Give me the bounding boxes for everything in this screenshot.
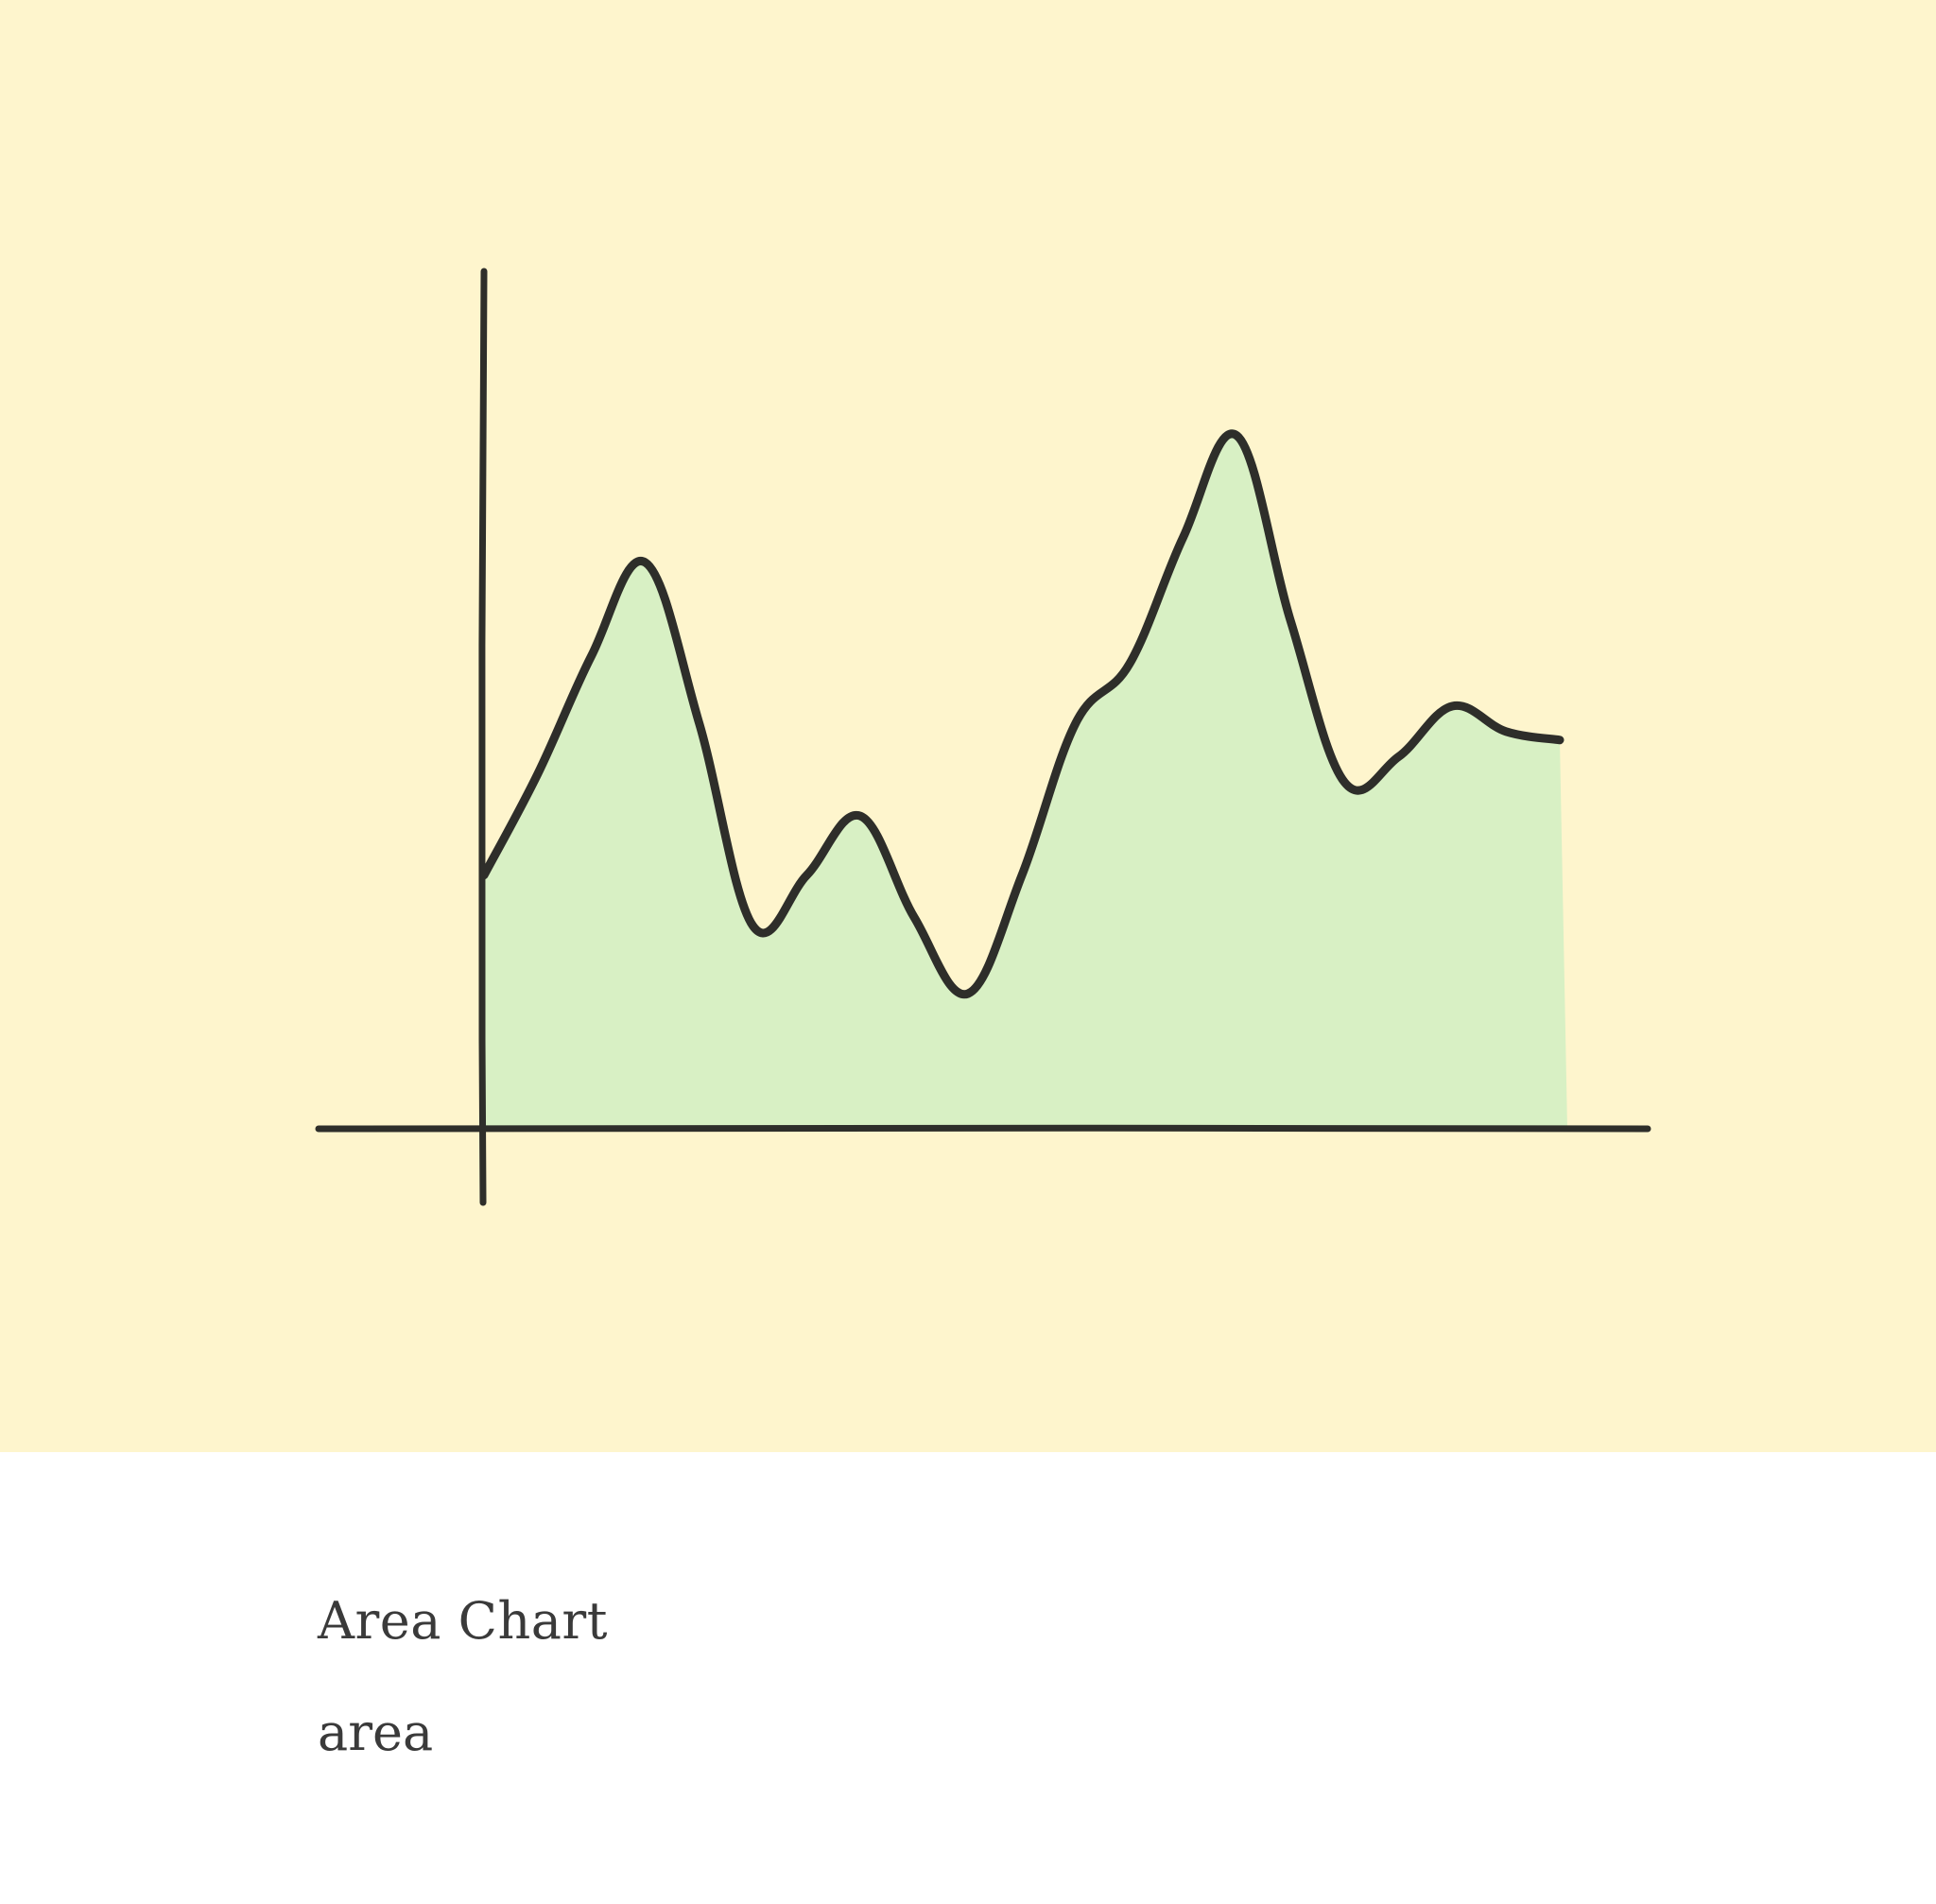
- chart-background: [0, 0, 1936, 1452]
- area-fill: [484, 433, 1567, 1129]
- area-chart: [0, 0, 1936, 1452]
- chart-caption: Area Chart area: [318, 1588, 608, 1766]
- chart-preview: [0, 0, 1936, 1452]
- card-title: Area Chart: [318, 1591, 608, 1651]
- x-axis: [315, 1124, 1651, 1133]
- area-line: [479, 429, 1564, 999]
- y-axis: [478, 268, 488, 1206]
- card-subtitle: area: [318, 1703, 434, 1762]
